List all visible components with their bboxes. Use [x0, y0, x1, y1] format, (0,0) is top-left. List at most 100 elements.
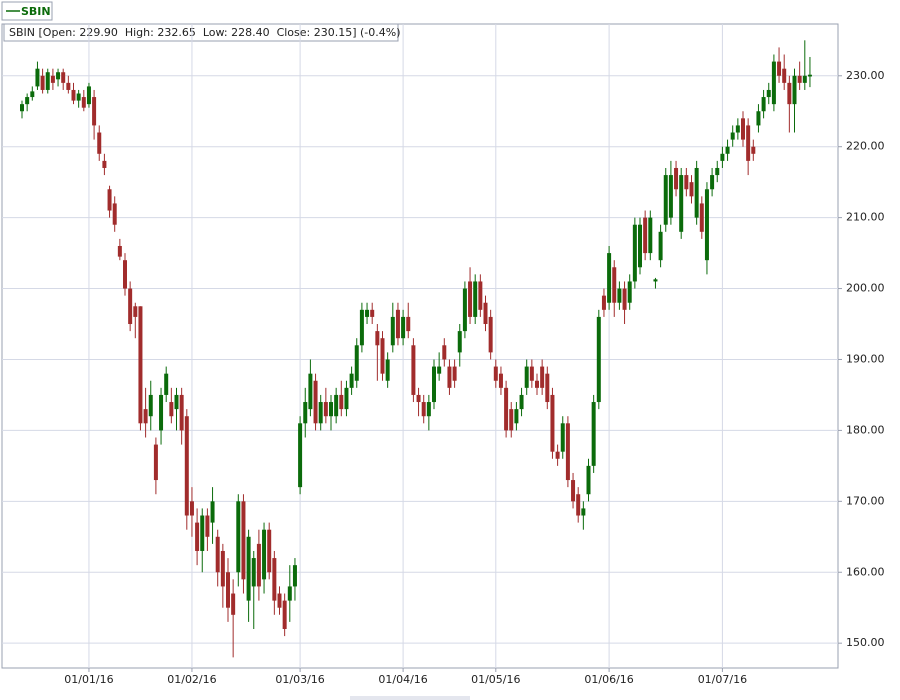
candle-body [699, 203, 704, 232]
candle-body [390, 316, 395, 346]
candle-body [411, 345, 416, 395]
candle-body [483, 302, 488, 325]
candle-body [560, 423, 565, 452]
candle-body [20, 104, 24, 112]
candle-body [426, 402, 431, 417]
candle-body [277, 593, 282, 608]
candle-body [267, 529, 272, 573]
candle-body [97, 132, 102, 154]
candle-body [76, 93, 81, 101]
candle-body [797, 75, 802, 83]
candle-body [632, 224, 637, 282]
candle-body [179, 394, 184, 431]
candle-body [689, 182, 694, 197]
candle-body [318, 402, 323, 424]
candle-body [30, 91, 35, 98]
candle-body [674, 167, 679, 190]
candle-body [395, 309, 400, 339]
candle-body [617, 288, 622, 303]
candle-body [246, 536, 251, 601]
candle-body [504, 387, 509, 431]
candle-body [344, 387, 349, 410]
y-tick-label: 150.00 [846, 636, 885, 649]
candle-body [195, 522, 200, 551]
candle-body [771, 61, 776, 105]
candle-body [50, 75, 55, 83]
candle-body [287, 586, 292, 601]
candle-body [148, 394, 153, 417]
scrollbar [350, 696, 470, 700]
legend-box [1, 1, 53, 21]
candle-body [329, 402, 333, 417]
candle-body [102, 160, 107, 168]
candle-body [612, 267, 617, 303]
candle-body [138, 306, 143, 424]
y-tick-label: 200.00 [846, 282, 885, 295]
candle-body [509, 409, 514, 431]
candle-body [498, 373, 503, 388]
candle-body [303, 402, 308, 424]
candle-body [452, 366, 457, 381]
candle-body [401, 316, 406, 339]
candle-body [25, 97, 30, 105]
candle-body [174, 394, 179, 410]
x-tick-label: 01/05/16 [471, 673, 520, 686]
candle-body [40, 75, 45, 90]
candle-body [143, 409, 148, 424]
candle-body [535, 380, 539, 388]
candle-body [354, 345, 359, 381]
candle-body [71, 89, 76, 101]
candle-body [339, 394, 344, 410]
candle-body [406, 316, 411, 332]
x-tick-label: 01/03/16 [275, 673, 324, 686]
x-tick-label: 01/07/16 [698, 673, 747, 686]
candle-body [571, 480, 576, 502]
candle-body [432, 366, 436, 403]
candle-body [200, 515, 205, 551]
candle-body [66, 82, 71, 90]
candle-body [591, 402, 596, 466]
x-tick-label: 01/02/16 [167, 673, 216, 686]
candle-body [61, 72, 66, 83]
candle-body [35, 68, 40, 87]
candle-body [519, 394, 524, 410]
candle-body [565, 423, 570, 481]
candle-body [766, 89, 771, 98]
candle-body [751, 146, 756, 154]
candle-body [81, 97, 86, 108]
candle-body [323, 402, 328, 417]
candle-body [524, 366, 529, 388]
plot-area [1, 23, 839, 669]
candle-body [679, 175, 684, 232]
candle-body [648, 217, 653, 254]
candle-body [756, 111, 761, 126]
candle-body [210, 501, 215, 523]
info-text: SBIN [Open: 229.90 High: 232.65 Low: 228… [9, 26, 401, 39]
candle-body [282, 600, 287, 629]
candle-body [643, 217, 648, 254]
candle-body [123, 260, 127, 289]
candle-body [447, 366, 452, 388]
candle-body [468, 281, 473, 317]
candle-body [576, 494, 581, 516]
candle-body [694, 167, 699, 218]
candle-body [86, 86, 91, 105]
candle-body [189, 501, 194, 516]
candle-body [205, 515, 210, 537]
candle-body [488, 316, 493, 353]
candle-body [462, 288, 467, 332]
candle-body [622, 288, 627, 310]
y-tick-label: 180.00 [846, 423, 885, 436]
candle-body [601, 295, 606, 310]
y-tick-label: 210.00 [846, 211, 885, 224]
candle-body [720, 153, 725, 161]
candle-body [380, 338, 385, 374]
candle-body [375, 331, 380, 346]
candle-body [684, 175, 689, 190]
candle-body [668, 175, 673, 218]
candle-body [241, 501, 246, 580]
candle-body [220, 550, 225, 587]
candle-body [473, 281, 478, 317]
candle-body [169, 402, 174, 417]
candle-body [787, 82, 792, 105]
